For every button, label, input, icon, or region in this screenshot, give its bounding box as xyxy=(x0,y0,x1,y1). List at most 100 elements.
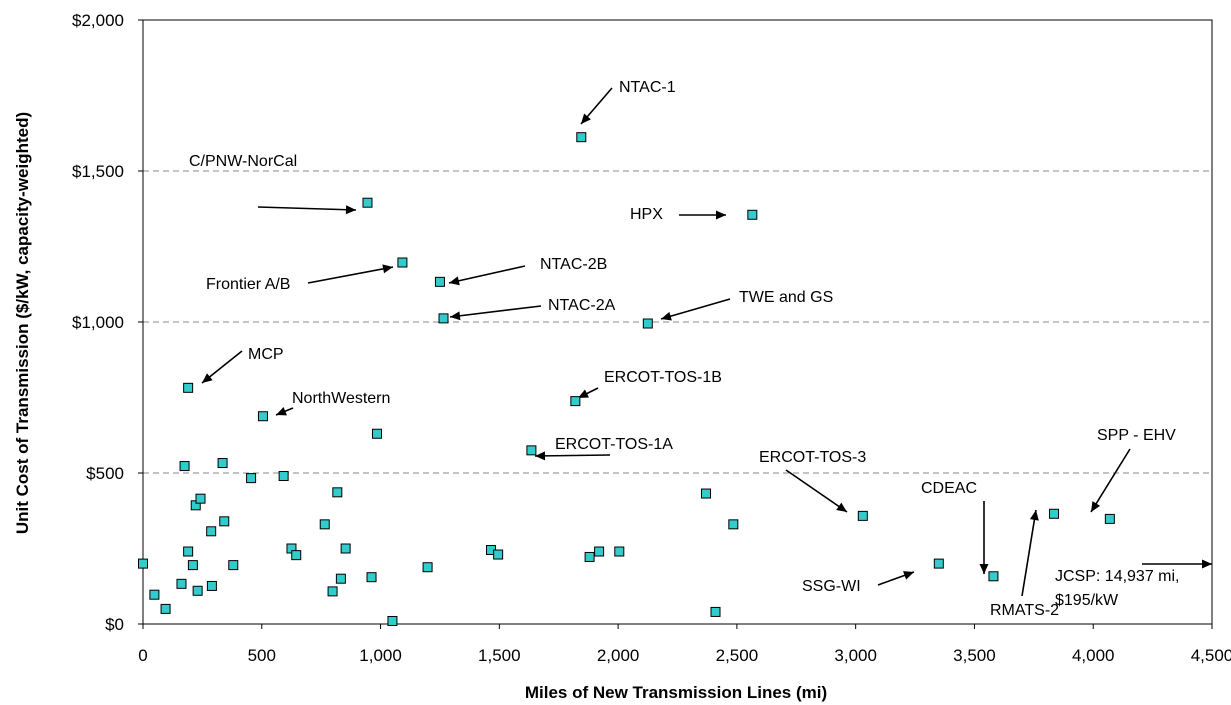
data-point-5 xyxy=(183,546,194,557)
data-point-50 xyxy=(1049,508,1060,519)
data-point-19 xyxy=(319,519,330,530)
data-point-40 xyxy=(434,276,445,287)
data-point-10 xyxy=(206,526,217,537)
x-axis-title: Miles of New Transmission Lines (mi) xyxy=(525,683,827,702)
data-point-45 xyxy=(570,396,581,407)
label-ntac-2b: NTAC-2B xyxy=(540,256,607,273)
y-tick-label-0: $0 xyxy=(105,615,124,634)
data-point-18 xyxy=(291,550,302,561)
data-point-25 xyxy=(371,428,382,439)
data-point-31 xyxy=(594,546,605,557)
arrow-ntac-2a xyxy=(449,305,542,321)
point-labels: C/PNW-NorCal NTAC-1 HPX Frontier A/B NTAC-2B… xyxy=(189,79,1176,619)
x-tick-label-9: 4,500 xyxy=(1191,646,1231,665)
data-point-23 xyxy=(340,543,351,554)
label-northwestern: NorthWestern xyxy=(292,390,390,407)
y-tick-label-3: $1,500 xyxy=(72,162,124,181)
data-point-36 xyxy=(362,197,373,208)
data-point-11 xyxy=(206,580,217,591)
arrow-ercot-tos-1a xyxy=(534,451,611,461)
arrow-mcp xyxy=(201,350,243,384)
data-point-20 xyxy=(327,586,338,597)
data-point-39 xyxy=(397,257,408,268)
label-hpx: HPX xyxy=(630,206,663,223)
data-point-13 xyxy=(219,516,230,527)
data-point-29 xyxy=(493,549,504,560)
arrow-ntac-2b xyxy=(448,265,526,286)
data-point-37 xyxy=(576,132,587,143)
data-point-12 xyxy=(217,458,228,469)
data-point-27 xyxy=(422,562,433,573)
data-point-14 xyxy=(228,560,239,571)
x-axis-ticks: 0 500 1,000 1,500 2,000 2,500 3,000 3,500 4,000 4… xyxy=(138,624,1231,665)
label-mcp: MCP xyxy=(248,346,284,363)
arrow-rmats-2 xyxy=(1021,509,1039,597)
data-point-26 xyxy=(387,615,398,626)
label-ntac-2a: NTAC-2A xyxy=(548,297,616,314)
jcsp-annotation-line1: JCSP: 14,937 mi, xyxy=(1055,568,1180,585)
arrow-cdeac xyxy=(979,501,989,574)
y-tick-label-4: $2,000 xyxy=(72,11,124,30)
label-ntac-1: NTAC-1 xyxy=(619,79,676,96)
data-point-1 xyxy=(149,589,160,600)
data-point-32 xyxy=(614,546,625,557)
label-twe-and-gs: TWE and GS xyxy=(739,289,833,306)
label-ercot-tos-3: ERCOT-TOS-3 xyxy=(759,449,866,466)
arrow-northwestern xyxy=(275,407,294,416)
jcsp-annotation: JCSP: 14,937 mi, $195/kW xyxy=(1055,568,1180,609)
data-point-0 xyxy=(138,558,148,569)
data-point-38 xyxy=(747,209,758,220)
data-point-44 xyxy=(257,411,268,422)
arrow-twe-and-gs xyxy=(660,298,731,321)
data-point-30 xyxy=(584,551,595,562)
data-point-2 xyxy=(160,603,171,614)
label-rmats-2: RMATS-2 xyxy=(990,602,1059,619)
x-tick-label-1: 500 xyxy=(248,646,276,665)
x-tick-label-5: 2,500 xyxy=(716,646,759,665)
data-point-8 xyxy=(192,585,203,596)
data-point-9 xyxy=(195,493,206,504)
data-point-6 xyxy=(187,560,198,571)
data-point-21 xyxy=(332,487,343,498)
gridlines xyxy=(143,170,1212,474)
data-point-41 xyxy=(438,313,449,324)
data-point-48 xyxy=(933,558,944,569)
x-tick-label-6: 3,000 xyxy=(834,646,877,665)
data-point-42 xyxy=(642,318,653,329)
data-point-49 xyxy=(988,571,999,582)
x-tick-label-3: 1,500 xyxy=(478,646,521,665)
arrow-jcsp xyxy=(1142,559,1212,569)
data-point-4 xyxy=(179,461,190,472)
data-point-3 xyxy=(176,578,187,589)
arrow-hpx xyxy=(679,210,726,220)
jcsp-annotation-line2: $195/kW xyxy=(1055,592,1119,609)
label-ercot-tos-1a: ERCOT-TOS-1A xyxy=(555,436,673,453)
data-point-24 xyxy=(366,572,377,583)
arrow-ntac-1 xyxy=(580,87,613,125)
data-point-51 xyxy=(1104,513,1115,524)
y-tick-label-1: $500 xyxy=(86,464,124,483)
x-tick-label-4: 2,000 xyxy=(597,646,640,665)
label-ssg-wi: SSG-WI xyxy=(802,578,861,595)
x-tick-label-8: 4,000 xyxy=(1072,646,1115,665)
data-point-22 xyxy=(335,573,346,584)
arrow-ssg-wi xyxy=(877,571,915,586)
annotation-arrows xyxy=(201,87,1212,597)
label-spp-ehv: SPP - EHV xyxy=(1097,427,1176,444)
y-axis-ticks: $0 $500 $1,000 $1,500 $2,000 xyxy=(72,11,143,634)
y-axis-title: Unit Cost of Transmission ($/kW, capacit… xyxy=(13,112,32,534)
x-tick-label-7: 3,500 xyxy=(953,646,996,665)
data-point-35 xyxy=(728,519,739,530)
label-frontier-a-b: Frontier A/B xyxy=(206,276,290,293)
arrow-spp-ehv xyxy=(1090,448,1131,513)
data-points xyxy=(138,132,1115,626)
label-cdeac: CDEAC xyxy=(921,480,977,497)
x-tick-label-0: 0 xyxy=(138,646,147,665)
x-tick-label-2: 1,000 xyxy=(359,646,402,665)
data-point-46 xyxy=(526,445,537,456)
data-point-16 xyxy=(278,471,289,482)
arrow-ercot-tos-1b xyxy=(577,387,599,399)
arrow-c-pnw-norcal xyxy=(257,205,357,215)
data-point-34 xyxy=(710,606,721,617)
